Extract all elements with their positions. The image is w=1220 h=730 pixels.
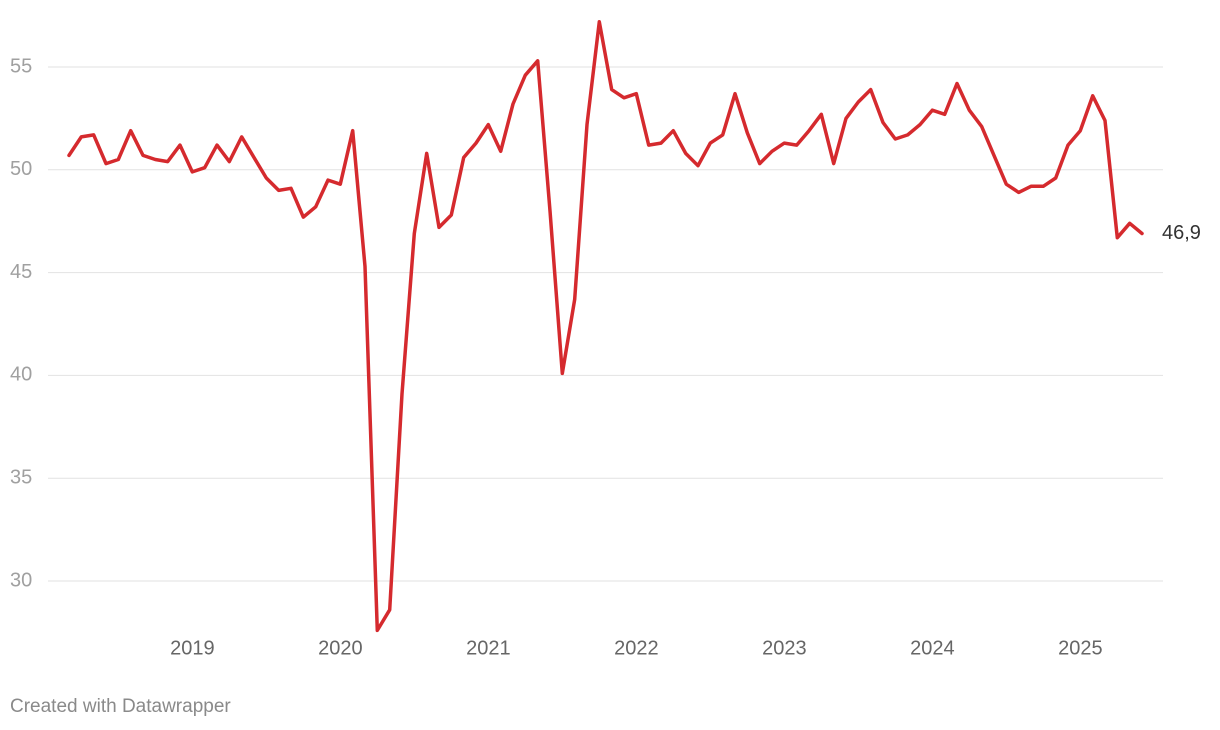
x-tick-label: 2020 xyxy=(318,637,363,659)
x-tick-label: 2021 xyxy=(466,637,511,659)
y-tick-label: 50 xyxy=(10,158,32,180)
y-tick-label: 55 xyxy=(10,55,32,77)
y-tick-label: 35 xyxy=(10,466,32,488)
y-tick-label: 30 xyxy=(10,569,32,591)
value-label: 46,9 xyxy=(1162,222,1201,244)
x-tick-label: 2024 xyxy=(910,637,955,659)
credit: Created with Datawrapper xyxy=(10,696,231,717)
line xyxy=(67,20,1144,633)
x-tick-label: 2022 xyxy=(614,637,659,659)
y-tick-label: 40 xyxy=(10,364,32,386)
x-tick-label: 2019 xyxy=(170,637,215,659)
x-tick-label: 2023 xyxy=(762,637,807,659)
x-tick-label: 2025 xyxy=(1058,637,1103,659)
y-tick-label: 45 xyxy=(10,261,32,283)
